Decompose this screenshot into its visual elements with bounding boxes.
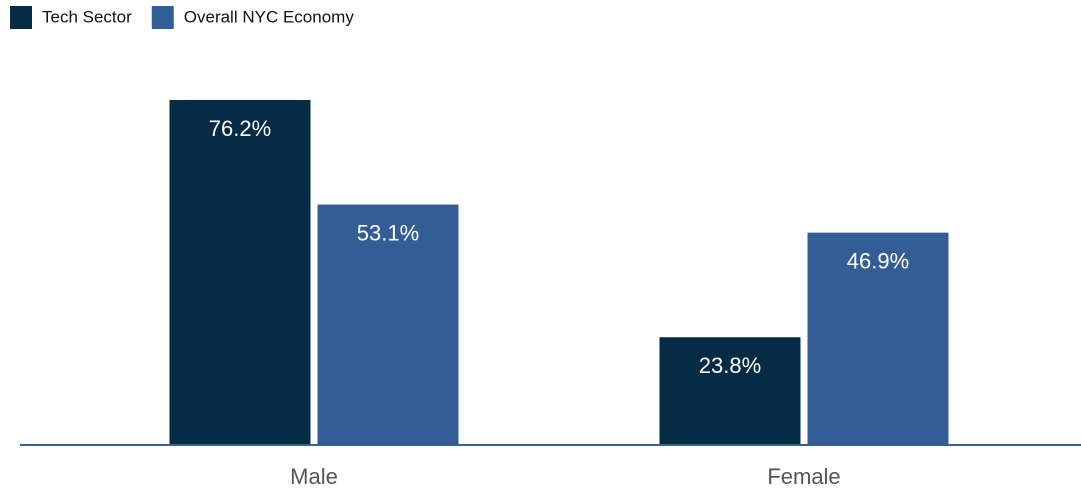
value-label: 23.8% — [699, 353, 761, 378]
bar — [659, 337, 801, 445]
legend-label: Tech Sector — [42, 7, 132, 26]
value-label: 76.2% — [209, 116, 271, 141]
x-tick-label: Female — [767, 464, 840, 489]
value-label: 46.9% — [847, 248, 909, 273]
legend-label: Overall NYC Economy — [184, 7, 355, 26]
bar — [807, 232, 949, 445]
legend-swatch — [151, 6, 174, 29]
bar — [169, 99, 311, 445]
legend-swatch — [10, 6, 32, 29]
value-label: 53.1% — [357, 220, 419, 245]
bar — [317, 204, 459, 445]
x-tick-label: Male — [290, 464, 338, 489]
